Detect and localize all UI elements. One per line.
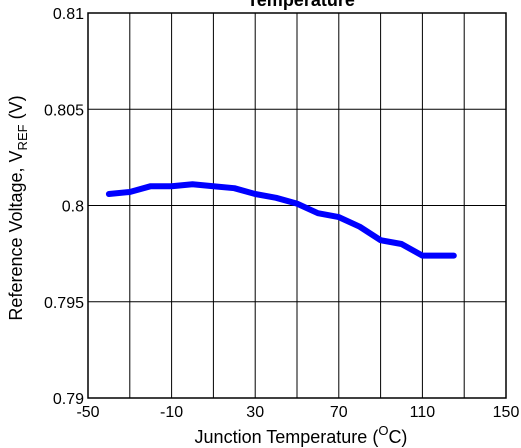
y-tick-label: 0.81: [53, 6, 84, 23]
x-tick-labels: -50 -10 30 70 110 150: [76, 404, 519, 421]
y-tick-label: 0.79: [53, 391, 84, 408]
x-tick-label: -10: [160, 404, 183, 421]
y-tick-label: 0.795: [44, 295, 84, 312]
x-tick-label: 70: [330, 404, 348, 421]
y-axis-label: Reference Voltage, VREF (V): [6, 95, 30, 320]
x-tick-label: 110: [410, 404, 436, 421]
plot-frame: [87, 12, 507, 399]
y-tick-labels: 0.79 0.795 0.8 0.805 0.81: [44, 6, 84, 408]
y-tick-label: 0.8: [62, 199, 84, 216]
x-tick-label: -50: [76, 404, 99, 421]
series-line: [105, 181, 457, 259]
chart-title: Temperature: [247, 0, 355, 10]
x-axis-label: Junction Temperature (OC): [195, 423, 408, 447]
y-tick-label: 0.805: [44, 102, 84, 119]
x-tick-label: 150: [493, 404, 520, 421]
x-tick-label: 30: [246, 404, 264, 421]
